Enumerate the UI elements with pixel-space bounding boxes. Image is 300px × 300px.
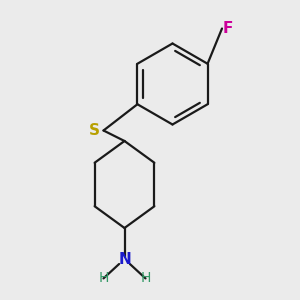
Text: N: N: [118, 252, 131, 267]
Text: H: H: [98, 272, 109, 285]
Text: H: H: [140, 272, 151, 285]
Text: F: F: [222, 21, 233, 36]
Text: S: S: [89, 123, 100, 138]
